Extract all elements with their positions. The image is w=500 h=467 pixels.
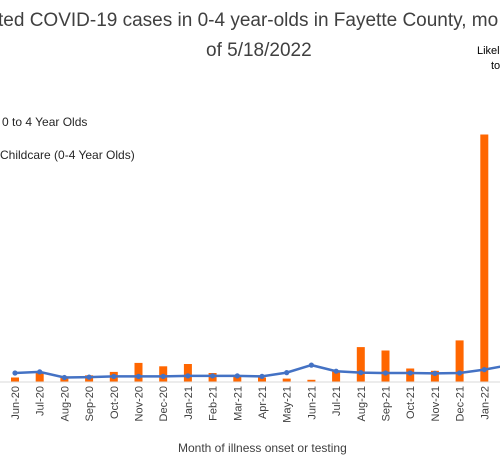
bar-Jun-21: [307, 379, 316, 383]
legend-entry-cases: 0 to 4 Year Olds: [2, 115, 88, 129]
bar-Apr-21: [258, 377, 266, 382]
childcare-point-Sep-21: [382, 370, 389, 376]
bar-Sep-21: [381, 350, 390, 382]
x-tick-label-Aug-21: Aug-21: [356, 386, 368, 421]
chart-title-line-1: ted COVID-19 cases in 0-4 year-olds in F…: [0, 10, 499, 31]
bar-Jul-20: [35, 371, 44, 382]
x-tick-label-Oct-20: Oct-20: [109, 386, 121, 419]
x-tick-label-Oct-21: Oct-21: [405, 386, 417, 419]
bar-Aug-21: [356, 347, 365, 382]
childcare-point-Oct-21: [407, 370, 413, 376]
childcare-point-Dec-21: [457, 370, 463, 376]
childcare-point-Nov-20: [135, 373, 142, 379]
x-tick-label-Jun-20: Jun-20: [10, 386, 22, 420]
chart-title-line-2: of 5/18/2022: [206, 40, 312, 61]
bar-Jun-20: [11, 377, 19, 382]
childcare-point-Sep-20: [86, 374, 92, 380]
x-tick-label-Jan-21: Jan-21: [183, 386, 195, 420]
x-tick-label-Sep-21: Sep-21: [381, 386, 393, 421]
bar-Jan-22: [480, 134, 489, 382]
annotation-line-2: to: [491, 60, 500, 72]
bar-Nov-20: [134, 362, 143, 382]
bar-Jul-21: [332, 370, 341, 383]
x-tick-label-Mar-21: Mar-21: [232, 386, 244, 421]
bar-Nov-21: [430, 370, 439, 383]
childcare-point-Oct-20: [111, 373, 117, 379]
childcare-point-Jan-21: [185, 373, 191, 379]
x-tick-label-Nov-20: Nov-20: [134, 386, 146, 421]
x-tick-label-Dec-21: Dec-21: [455, 386, 467, 421]
legend-entry-childcare: Childcare (0-4 Year Olds): [0, 148, 135, 162]
x-tick-label-Dec-20: Dec-20: [158, 386, 170, 421]
x-tick-label-Sep-20: Sep-20: [84, 386, 96, 421]
bar-Dec-21: [455, 340, 464, 382]
bar-Mar-21: [233, 375, 242, 383]
x-tick-label-Jan-22: Jan-22: [479, 386, 491, 420]
x-tick-label-May-21: May-21: [282, 386, 294, 423]
childcare-point-Dec-20: [160, 373, 166, 379]
childcare-point-Nov-21: [432, 370, 438, 376]
childcare-point-May-21: [284, 370, 290, 376]
childcare-point-Jun-21: [308, 362, 314, 368]
bar-Jan-21: [183, 364, 192, 382]
childcare-point-Apr-21: [259, 373, 265, 379]
childcare-point-Feb-21: [210, 373, 216, 379]
annotation-line-1: Likel: [477, 45, 500, 57]
childcare-point-Jun-20: [12, 370, 18, 376]
x-tick-label-Jun-21: Jun-21: [306, 386, 318, 420]
childcare-point-Mar-21: [234, 373, 240, 379]
x-tick-label-Aug-20: Aug-20: [59, 386, 71, 421]
childcare-point-Jul-20: [37, 369, 43, 375]
x-tick-label-Apr-21: Apr-21: [257, 386, 269, 419]
x-axis-title: Month of illness onset or testing: [178, 441, 347, 455]
x-tick-label-Nov-21: Nov-21: [430, 386, 442, 421]
childcare-point-Jan-22: [481, 367, 487, 373]
x-tick-label-Feb-21: Feb-21: [208, 386, 220, 421]
childcare-point-Aug-20: [61, 374, 67, 381]
bar-May-21: [282, 378, 291, 382]
childcare-point-Jul-21: [333, 368, 339, 374]
childcare-point-Aug-21: [358, 370, 364, 376]
x-tick-label-Jul-21: Jul-21: [331, 386, 343, 416]
x-tick-label-Jul-20: Jul-20: [35, 386, 47, 416]
